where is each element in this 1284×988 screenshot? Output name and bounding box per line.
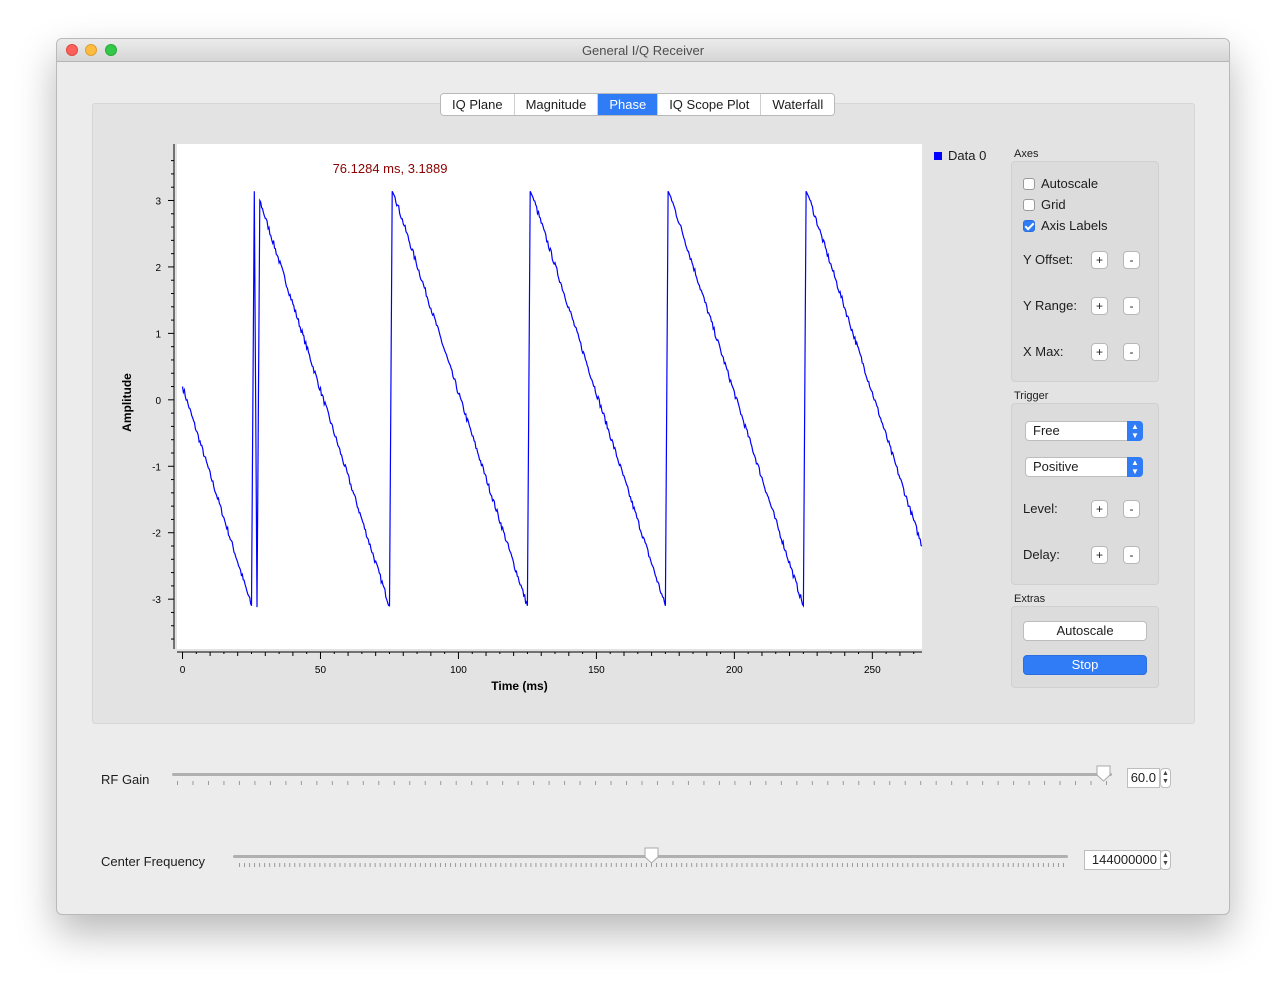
extras-group-title: Extras bbox=[1014, 593, 1046, 605]
rf-gain-label: RF Gain bbox=[101, 772, 150, 787]
trigger-slope-chevron-icon: ▲ ▼ bbox=[1127, 457, 1143, 477]
y-tick-label: -1 bbox=[152, 462, 161, 473]
tab-magnitude[interactable]: Magnitude bbox=[514, 94, 599, 115]
autoscale-checkbox-label: Autoscale bbox=[1041, 176, 1099, 191]
y-range-minus-button[interactable]: - bbox=[1123, 297, 1140, 315]
tab-phase[interactable]: Phase bbox=[598, 94, 659, 115]
trigger-level-label: Level: bbox=[1023, 501, 1058, 516]
trigger-level-plus-button[interactable]: + bbox=[1091, 500, 1108, 518]
x-tick-label: 200 bbox=[726, 665, 743, 676]
rf-gain-slider-track[interactable] bbox=[172, 773, 1112, 776]
y-offset-label: Y Offset: bbox=[1023, 252, 1074, 267]
legend: Data 0 bbox=[934, 148, 986, 163]
axis-labels-checkbox-label: Axis Labels bbox=[1041, 218, 1108, 233]
grid-checkbox-label: Grid bbox=[1041, 197, 1066, 212]
minimize-window-button[interactable] bbox=[85, 44, 97, 56]
x-max-plus-button[interactable]: + bbox=[1091, 343, 1108, 361]
x-tick-label: 0 bbox=[180, 665, 186, 676]
tab-iq-plane[interactable]: IQ Plane bbox=[441, 94, 515, 115]
rf-gain-ticks bbox=[177, 781, 1107, 785]
x-tick-label: 150 bbox=[588, 665, 605, 676]
x-max-label: X Max: bbox=[1023, 344, 1064, 359]
y-offset-plus-button[interactable]: + bbox=[1091, 251, 1108, 269]
extras-group bbox=[1011, 606, 1159, 688]
tab-bar: IQ Plane Magnitude Phase IQ Scope Plot W… bbox=[440, 93, 836, 116]
x-axis: 0 50 100 150 200 250 bbox=[177, 651, 922, 676]
autoscale-checkbox[interactable] bbox=[1023, 177, 1035, 190]
x-tick-label: 100 bbox=[450, 665, 467, 676]
x-max-minus-button[interactable]: - bbox=[1123, 343, 1140, 361]
axis-labels-checkbox[interactable] bbox=[1023, 219, 1035, 232]
legend-swatch-data-0 bbox=[934, 151, 942, 160]
title-bar[interactable]: General I/Q Receiver bbox=[57, 39, 1229, 62]
cursor-readout: 76.1284 ms, 3.1889 bbox=[333, 161, 448, 176]
stop-button[interactable]: Stop bbox=[1023, 655, 1147, 675]
trigger-mode-value: Free bbox=[1033, 423, 1060, 438]
center-frequency-stepper-icon[interactable]: ▲ ▼ bbox=[1160, 850, 1171, 870]
trigger-mode-select[interactable]: Free ▲ ▼ bbox=[1025, 421, 1143, 441]
center-frequency-label: Center Frequency bbox=[101, 854, 206, 869]
plot-canvas[interactable] bbox=[177, 144, 922, 649]
y-axis-label: Amplitude bbox=[120, 373, 134, 432]
window-title: General I/Q Receiver bbox=[581, 43, 705, 58]
y-offset-minus-button[interactable]: - bbox=[1123, 251, 1140, 269]
trigger-delay-minus-button[interactable]: - bbox=[1123, 546, 1140, 564]
center-frequency-slider-thumb[interactable] bbox=[644, 847, 659, 864]
y-axis: -3 -2 -1 0 1 2 3 bbox=[152, 144, 175, 649]
y-tick-label: 0 bbox=[155, 396, 161, 407]
y-tick-label: -2 bbox=[152, 529, 161, 540]
rf-gain-stepper-icon[interactable]: ▲ ▼ bbox=[1160, 768, 1171, 788]
tab-waterfall[interactable]: Waterfall bbox=[761, 94, 835, 115]
center-frequency-ticks bbox=[239, 863, 1064, 867]
grid-checkbox[interactable] bbox=[1023, 198, 1035, 211]
trigger-delay-label: Delay: bbox=[1023, 547, 1060, 562]
trigger-mode-chevron-icon: ▲ ▼ bbox=[1127, 421, 1143, 441]
y-tick-label: 2 bbox=[155, 263, 161, 274]
center-frequency-spinbox[interactable]: 144000000 bbox=[1084, 850, 1161, 870]
rf-gain-slider-thumb[interactable] bbox=[1096, 765, 1111, 782]
trigger-slope-value: Positive bbox=[1033, 459, 1079, 474]
y-range-label: Y Range: bbox=[1023, 298, 1077, 313]
legend-label-data-0: Data 0 bbox=[948, 148, 987, 163]
axes-group-title: Axes bbox=[1014, 148, 1039, 160]
trigger-slope-select[interactable]: Positive ▲ ▼ bbox=[1025, 457, 1143, 477]
autoscale-button[interactable]: Autoscale bbox=[1023, 621, 1147, 641]
y-tick-label: -3 bbox=[152, 595, 161, 606]
grid-checkbox-row[interactable]: Grid bbox=[1023, 197, 1066, 212]
axis-labels-checkbox-row[interactable]: Axis Labels bbox=[1023, 218, 1107, 233]
tab-iq-scope-plot[interactable]: IQ Scope Plot bbox=[658, 94, 762, 115]
trigger-level-minus-button[interactable]: - bbox=[1123, 500, 1140, 518]
x-tick-label: 250 bbox=[864, 665, 881, 676]
app-window: General I/Q Receiver IQ Plane Magnitude … bbox=[56, 38, 1230, 915]
x-tick-label: 50 bbox=[315, 665, 327, 676]
y-tick-label: 3 bbox=[155, 196, 161, 207]
close-window-button[interactable] bbox=[66, 44, 78, 56]
x-axis-label: Time (ms) bbox=[491, 679, 547, 693]
zoom-window-button[interactable] bbox=[105, 44, 117, 56]
y-range-plus-button[interactable]: + bbox=[1091, 297, 1108, 315]
trigger-group-title: Trigger bbox=[1014, 390, 1049, 402]
trigger-delay-plus-button[interactable]: + bbox=[1091, 546, 1108, 564]
y-tick-label: 1 bbox=[155, 329, 161, 340]
autoscale-checkbox-row[interactable]: Autoscale bbox=[1023, 176, 1098, 191]
phase-plot[interactable]: -3 -2 -1 0 1 2 3 0 50 100 150 200 250 76.1284 ms, 3… bbox=[117, 134, 927, 699]
rf-gain-spinbox[interactable]: 60.0 bbox=[1127, 768, 1160, 788]
series-line-data-0 bbox=[181, 190, 923, 608]
